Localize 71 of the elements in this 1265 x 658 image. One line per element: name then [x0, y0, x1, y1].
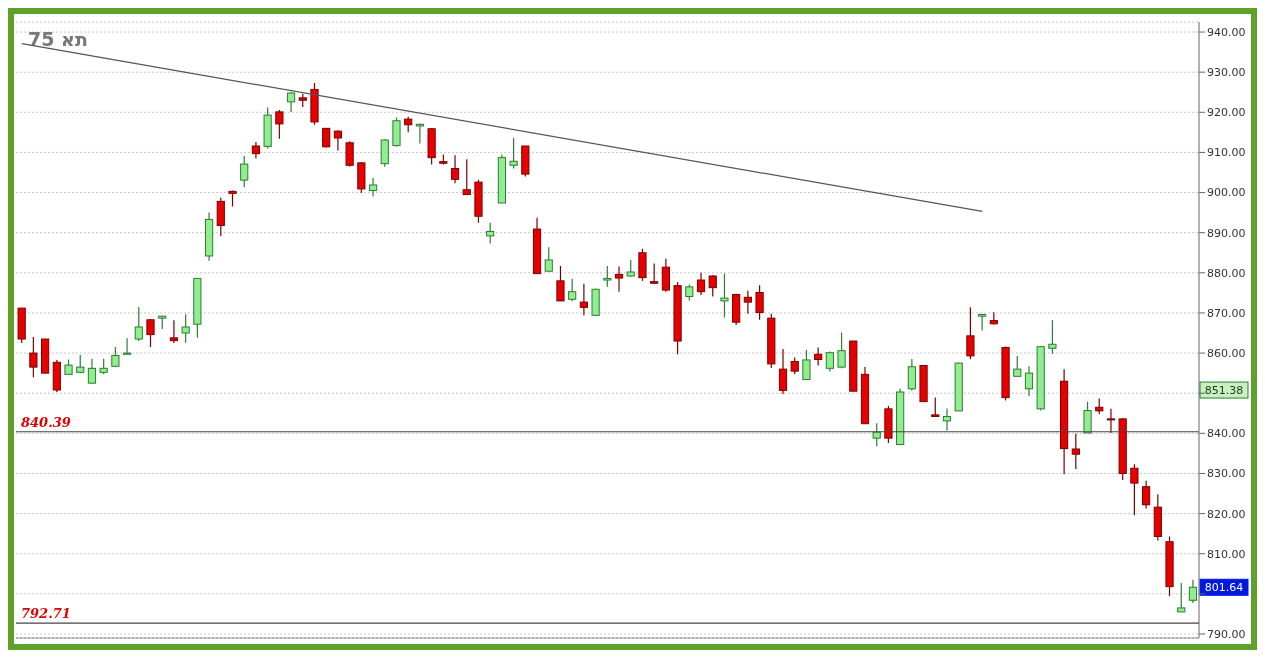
y-tick-label: 940.00 [1207, 25, 1246, 39]
candlestick [872, 422, 881, 447]
candlestick [825, 350, 834, 373]
candlestick [1142, 480, 1151, 509]
candlestick [181, 313, 190, 344]
ref-line-label: 792.71 [21, 606, 71, 622]
candlestick [29, 336, 38, 378]
candlestick [450, 154, 460, 184]
candlestick [708, 274, 717, 298]
y-tick-label: 890.00 [1207, 226, 1246, 240]
candlestick [568, 278, 577, 302]
candlestick [544, 246, 553, 272]
candlestick [275, 109, 284, 140]
candlestick [462, 158, 471, 196]
candlestick [1024, 365, 1034, 397]
candlestick [1106, 408, 1116, 434]
candlestick [1083, 401, 1092, 434]
candlestick [368, 177, 378, 198]
y-tick-label: 840.00 [1207, 427, 1246, 441]
candlestick [579, 283, 588, 316]
y-tick-label: 790.00 [1207, 627, 1246, 641]
candlestick [802, 349, 811, 381]
candlestick [1177, 582, 1186, 613]
y-tick-label: 900.00 [1207, 186, 1246, 200]
candlestick [122, 337, 132, 355]
y-tick-label: 860.00 [1207, 346, 1246, 360]
y-tick-label: 820.00 [1207, 507, 1246, 521]
candlestick [837, 332, 846, 369]
ref-line-label: 840.39 [21, 414, 71, 430]
candlestick [146, 318, 155, 348]
text: 851.38 [1204, 384, 1244, 398]
candlestick [240, 155, 249, 188]
candlestick [286, 91, 296, 113]
candlestick [814, 346, 823, 367]
candlestick [345, 140, 354, 168]
y-tick-label: 830.00 [1207, 467, 1246, 481]
candlestick [907, 358, 916, 391]
candlestick [720, 273, 729, 318]
candlestick [942, 407, 952, 432]
candlestick [134, 306, 143, 342]
candlestick [1048, 319, 1057, 355]
y-tick-label: 910.00 [1207, 146, 1246, 160]
candlestick [169, 319, 179, 344]
chart-title: 75 תא [28, 28, 88, 50]
candlestick [650, 262, 659, 285]
candlestick [603, 265, 612, 288]
candlestick [322, 127, 331, 149]
candlestick [1130, 463, 1139, 516]
text: 801.64 [1204, 581, 1244, 595]
candlestick [380, 138, 389, 168]
candlestick [614, 265, 624, 293]
candlestick [1013, 355, 1022, 377]
y-tick-label: 880.00 [1207, 266, 1246, 280]
y-tick-label: 810.00 [1207, 547, 1246, 561]
y-tick-label: 920.00 [1207, 106, 1246, 120]
candlestick [966, 306, 975, 360]
candlestick [978, 313, 987, 332]
y-tick-label: 930.00 [1207, 66, 1246, 80]
candlestick [778, 348, 788, 395]
candlestick [333, 129, 343, 152]
candlestick [661, 258, 670, 293]
candlestick [486, 222, 495, 245]
candlestick [556, 265, 565, 302]
candlestick [1071, 433, 1080, 470]
candlestick [509, 137, 518, 170]
candlestick [87, 358, 97, 384]
candlestick [931, 397, 940, 418]
y-tick-label: 870.00 [1207, 306, 1246, 320]
candlestick [696, 272, 706, 296]
candlestick [755, 284, 764, 321]
candlestick [743, 290, 752, 315]
